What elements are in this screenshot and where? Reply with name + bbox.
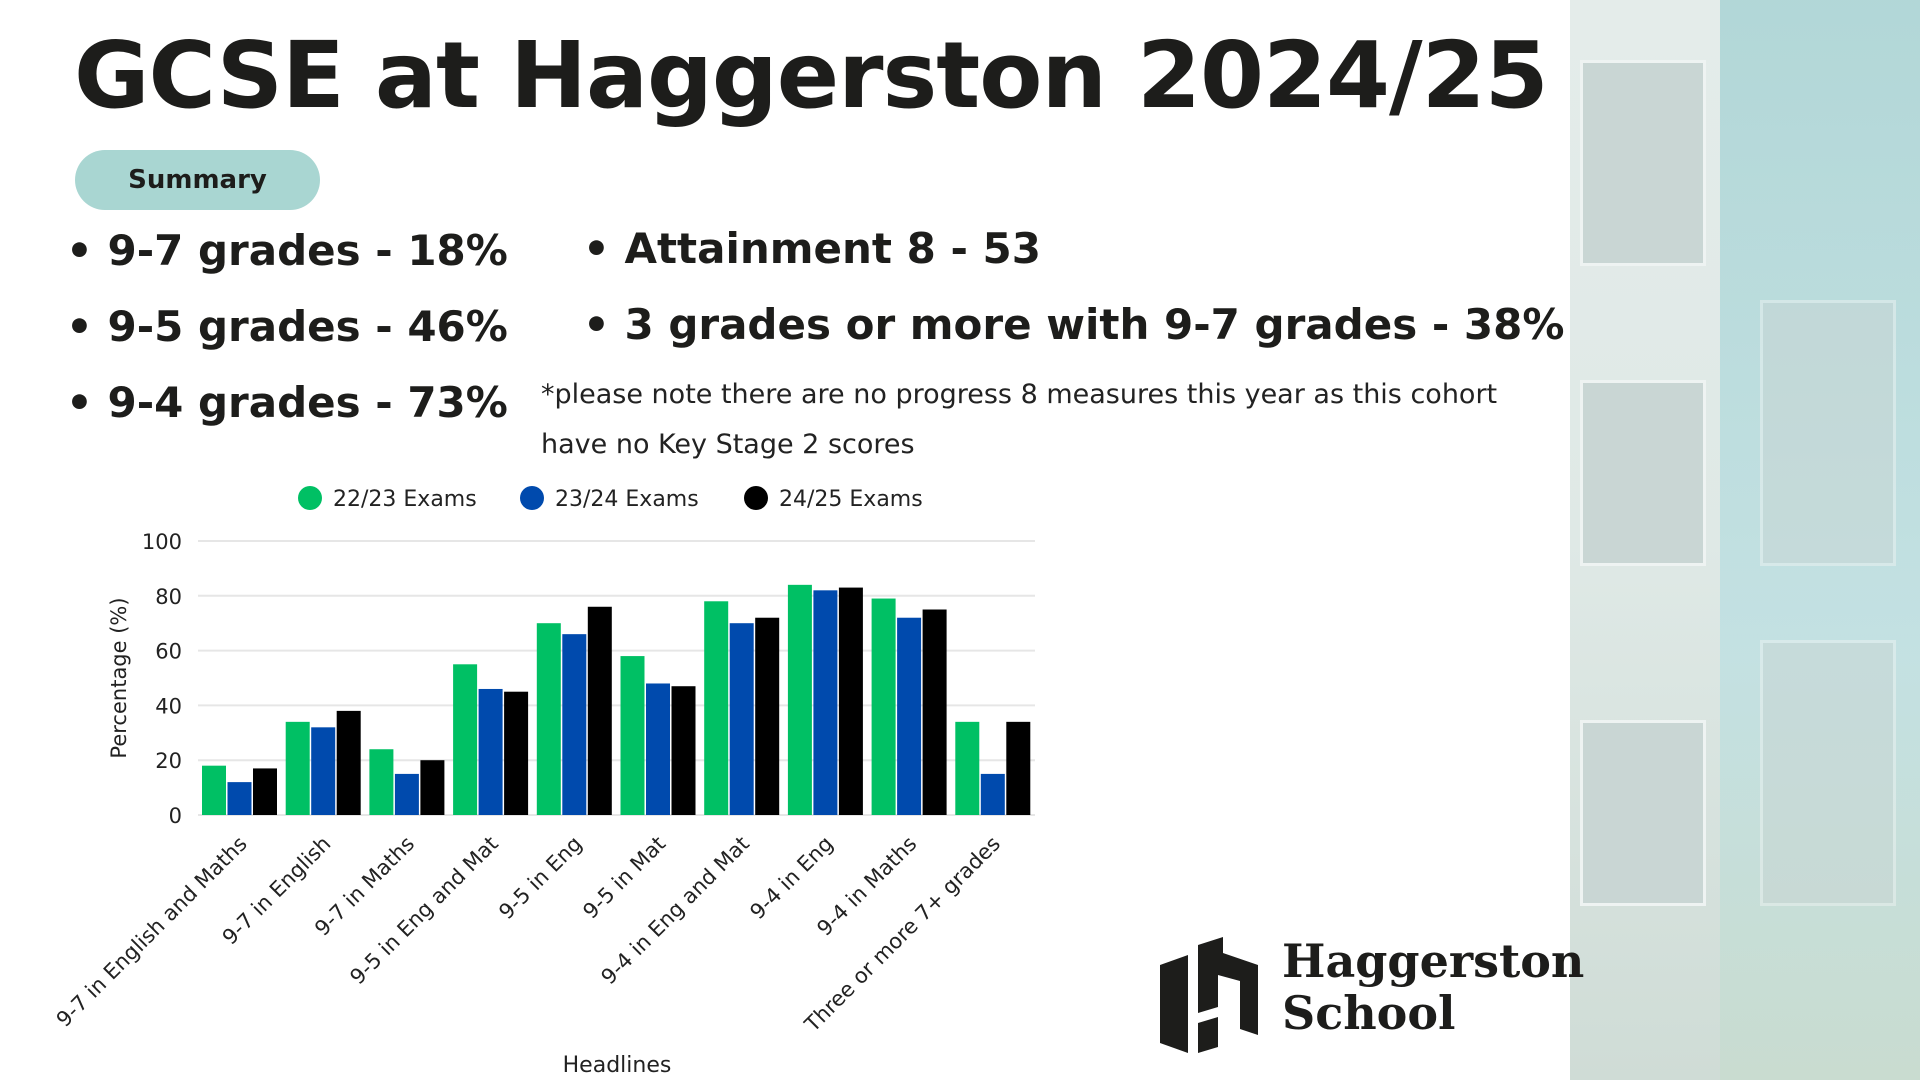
bar <box>420 760 445 815</box>
bar <box>671 686 696 815</box>
bar <box>620 656 645 815</box>
bar <box>897 617 922 815</box>
bar <box>202 765 226 815</box>
legend-marker <box>520 486 544 510</box>
bar <box>311 727 336 815</box>
bar <box>587 606 612 815</box>
legend-marker <box>298 486 322 510</box>
y-tick-label: 60 <box>155 640 182 664</box>
y-tick-label: 80 <box>155 585 182 609</box>
legend-label: 24/25 Exams <box>779 487 923 512</box>
note-line-2: have no Key Stage 2 scores <box>541 429 915 460</box>
bar <box>536 623 561 815</box>
y-tick-label: 0 <box>169 804 182 828</box>
y-tick-label: 20 <box>155 749 182 773</box>
legend-label: 23/24 Exams <box>555 487 699 512</box>
legend-label: 22/23 Exams <box>333 487 477 512</box>
bar <box>980 773 1005 815</box>
bar <box>813 590 838 815</box>
bullet-attainment-8: Attainment 8 - 53 <box>583 224 1041 273</box>
bullet-9-4: 9-4 grades - 73% <box>66 378 507 427</box>
bar <box>227 782 252 815</box>
bar <box>369 749 394 815</box>
bar <box>729 623 754 815</box>
bar <box>478 688 503 815</box>
bullet-three-grades: 3 grades or more with 9-7 grades - 38% <box>583 300 1564 349</box>
bar <box>453 664 478 815</box>
y-tick-label: 100 <box>142 530 182 554</box>
bar <box>871 598 896 815</box>
y-axis-label: Percentage (%) <box>107 597 131 758</box>
bar <box>394 773 419 815</box>
bar <box>704 601 729 815</box>
bar-chart: 0 20 40 60 80 100 Percentage (%) Headlines 22/23… <box>52 486 1035 1078</box>
x-tick-label: 9-5 in Eng and Mat <box>345 832 503 990</box>
bar <box>253 768 277 815</box>
bar <box>646 683 670 815</box>
bar <box>838 587 863 815</box>
bar <box>562 634 587 815</box>
logo-mark-icon <box>1160 937 1258 1053</box>
note-line-1: *please note there are no progress 8 mea… <box>541 379 1498 410</box>
x-tick-label: 9-5 in Eng <box>494 832 586 924</box>
progress-note: *please note there are no progress 8 mea… <box>541 370 1531 470</box>
bar <box>336 710 361 815</box>
summary-badge: Summary <box>75 150 320 210</box>
bar <box>787 584 812 815</box>
bar <box>504 691 529 815</box>
x-tick-label: 9-4 in Eng <box>745 832 837 924</box>
logo-line-1: Haggerston <box>1282 934 1585 988</box>
x-tick-label: 9-4 in Eng and Mat <box>596 832 754 990</box>
bar <box>955 721 980 815</box>
bullet-9-5: 9-5 grades - 46% <box>66 302 507 351</box>
bullet-9-7: 9-7 grades - 18% <box>66 226 507 275</box>
haggerston-school-logo: Haggerston School <box>1158 935 1584 1057</box>
legend-marker <box>744 486 768 510</box>
bar <box>755 617 780 815</box>
bar <box>1006 721 1031 815</box>
x-tick-label: 9-5 in Mat <box>578 832 670 924</box>
bar <box>922 609 947 815</box>
bar <box>285 721 310 815</box>
y-tick-label: 40 <box>155 694 182 718</box>
x-axis-label: Headlines <box>563 1053 672 1078</box>
building-photo <box>1570 0 1920 1080</box>
logo-line-2: School <box>1282 986 1456 1040</box>
page-title: GCSE at Haggerston 2024/25 <box>74 22 1549 129</box>
